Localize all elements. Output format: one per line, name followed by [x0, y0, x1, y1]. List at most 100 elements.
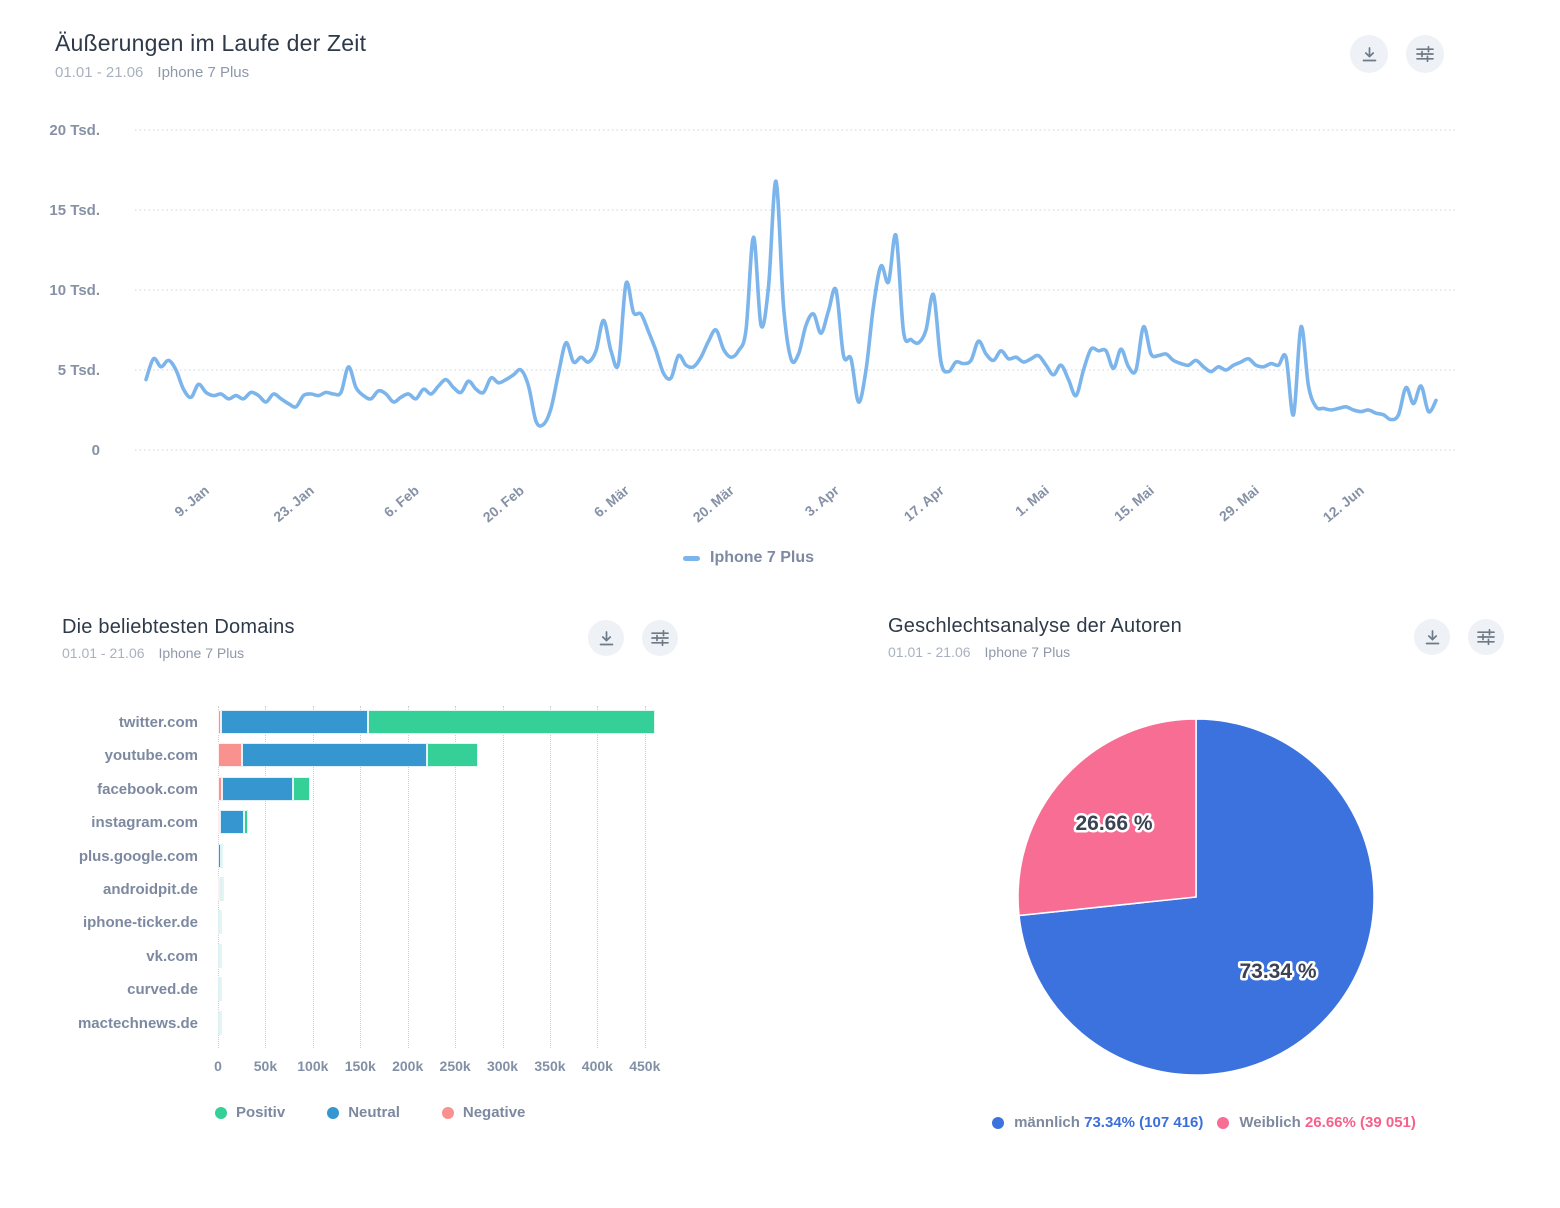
download-icon — [1425, 629, 1439, 644]
bar-segment-neutral[interactable] — [221, 776, 293, 801]
pie-label-Weiblich: 26.66 % — [1075, 812, 1152, 835]
bar-segment-neutral[interactable] — [218, 943, 220, 968]
bar-segment-positiv[interactable] — [367, 710, 656, 734]
bar-segment-neutral[interactable] — [218, 910, 220, 935]
gender-download-button[interactable] — [1414, 619, 1450, 655]
domain-label-curved-de: curved.de — [127, 981, 198, 999]
bar-segment-positiv[interactable] — [222, 877, 224, 901]
bar-segment-negative[interactable] — [218, 877, 220, 901]
download-icon — [599, 630, 613, 645]
bar-segment-neutral[interactable] — [218, 977, 220, 1002]
x-axis-label: 6. Mär — [591, 482, 633, 521]
x-tick-label: 300k — [486, 1058, 519, 1074]
positiv-dot-icon — [215, 1106, 227, 1119]
gridline — [502, 706, 504, 1048]
mentions-line-chart[interactable]: 20 Tsd. 15 Tsd. 10 Tsd. 5 Tsd. 0 9. Jan 23. Ja… — [0, 0, 1560, 545]
timeline-filter: Iphone 7 Plus — [157, 64, 250, 81]
x-axis-label: 20. Mär — [690, 482, 738, 526]
bar-row-curved-de[interactable] — [218, 977, 222, 1002]
iphone-7-plus-series-line[interactable] — [144, 179, 1438, 428]
pie-label-männlich: 73.34 % — [1239, 960, 1316, 983]
gender-subtitle: 01.01 - 21.06 Iphone 7 Plus — [888, 644, 1182, 660]
legend-item-negative[interactable]: Negative — [441, 1104, 526, 1121]
x-axis-label: 17. Apr — [901, 482, 948, 525]
female-legend-dot-icon[interactable] — [1217, 1116, 1230, 1129]
domains-filter: Iphone 7 Plus — [158, 645, 245, 661]
bar-row-youtube-com[interactable] — [218, 743, 478, 768]
male-legend-value: 73.34% (107 416) — [1084, 1114, 1204, 1131]
bar-segment-negative[interactable] — [218, 810, 220, 835]
bar-segment-positiv[interactable] — [243, 810, 249, 835]
gridline — [312, 706, 314, 1048]
bar-row-androidpit-de[interactable] — [218, 877, 224, 901]
gridline — [265, 706, 267, 1048]
bar-segment-negative[interactable] — [218, 710, 221, 734]
x-tick-label: 400k — [581, 1058, 613, 1074]
bar-row-instagram-com[interactable] — [218, 810, 249, 835]
timeline-settings-button[interactable] — [1406, 35, 1444, 73]
x-tick-label: 200k — [392, 1058, 424, 1074]
x-tick-label: 50k — [253, 1058, 278, 1074]
x-axis-label: 23. Jan — [270, 482, 317, 525]
bar-segment-positiv[interactable] — [220, 1010, 222, 1035]
pie-slice-weiblich[interactable] — [1017, 718, 1197, 917]
x-axis-label: 12. Jun — [1320, 482, 1367, 525]
x-axis-label: 15. Mai — [1111, 482, 1157, 524]
y-axis-label: 20 Tsd. — [49, 122, 100, 139]
line-legend-label: Iphone 7 Plus — [710, 549, 815, 566]
bar-segment-neutral[interactable] — [220, 877, 222, 901]
domains-download-button[interactable] — [588, 620, 624, 656]
x-axis-label: 9. Jan — [171, 482, 212, 520]
domains-x-axis: 0 50k 100k 150k 200k 250k 300k 350k 400k 450k — [214, 1058, 688, 1078]
domain-label-vk-com: vk.com — [146, 947, 198, 965]
bar-row-twitter-com[interactable] — [218, 710, 656, 734]
bar-segment-neutral[interactable] — [218, 843, 222, 868]
timeline-subtitle: 01.01 - 21.06 Iphone 7 Plus — [55, 64, 366, 81]
x-tick-label: 150k — [344, 1058, 376, 1074]
female-legend-name: Weiblich — [1239, 1114, 1301, 1131]
bar-row-facebook-com[interactable] — [218, 776, 310, 801]
bar-row-mactechnews-de[interactable] — [218, 1010, 222, 1035]
gender-legend: männlich 73.34% (107 416) Weiblich 26.66… — [888, 1114, 1520, 1131]
gridline — [360, 706, 362, 1048]
download-icon — [1362, 46, 1376, 61]
domain-label-iphone-ticker-de: iphone-ticker.de — [82, 914, 198, 932]
gender-settings-button[interactable] — [1468, 619, 1504, 655]
bar-segment-negative[interactable] — [218, 743, 242, 768]
gridline — [597, 706, 599, 1048]
female-legend-value: 26.66% (39 051) — [1304, 1114, 1416, 1131]
bar-segment-positiv[interactable] — [221, 843, 224, 868]
x-axis-label: 6. Feb — [381, 482, 422, 520]
domains-subtitle: 01.01 - 21.06 Iphone 7 Plus — [62, 645, 295, 661]
bar-segment-positiv[interactable] — [292, 776, 310, 801]
legend-label: Negative — [462, 1104, 526, 1121]
bar-segment-positiv[interactable] — [220, 910, 222, 935]
bar-segment-neutral[interactable] — [218, 1010, 220, 1035]
line-chart-legend[interactable]: Iphone 7 Plus — [683, 549, 814, 567]
bar-segment-neutral[interactable] — [220, 810, 244, 835]
domains-title: Die beliebtesten Domains — [62, 616, 295, 638]
bar-segment-positiv[interactable] — [220, 977, 222, 1002]
gender-pie-chart[interactable]: 73.34 % 26.66 % — [986, 687, 1406, 1107]
bar-segment-positiv[interactable] — [426, 743, 478, 768]
bar-row-iphone-ticker-de[interactable] — [218, 910, 222, 935]
x-axis-label: 3. Apr — [802, 482, 843, 520]
domains-bar-plot[interactable] — [218, 706, 678, 1048]
male-legend-dot-icon[interactable] — [992, 1116, 1005, 1129]
domains-settings-button[interactable] — [642, 620, 678, 656]
gender-date-range: 01.01 - 21.06 — [888, 644, 971, 660]
legend-item-neutral[interactable]: Neutral — [327, 1104, 400, 1121]
gender-title: Geschlechtsanalyse der Autoren — [888, 615, 1182, 637]
legend-item-positiv[interactable]: Positiv — [215, 1104, 285, 1121]
bar-segment-neutral[interactable] — [220, 710, 368, 734]
timeline-download-button[interactable] — [1350, 35, 1388, 73]
domains-date-range: 01.01 - 21.06 — [62, 645, 145, 661]
y-axis-label: 10 Tsd. — [49, 282, 100, 299]
bar-row-plus-google-com[interactable] — [218, 843, 224, 868]
bar-segment-positiv[interactable] — [220, 943, 222, 968]
gender-filter: Iphone 7 Plus — [984, 644, 1071, 660]
domain-label-mactechnews-de: mactechnews.de — [77, 1014, 198, 1032]
bar-segment-negative[interactable] — [218, 776, 222, 801]
bar-row-vk-com[interactable] — [218, 943, 222, 968]
bar-segment-neutral[interactable] — [241, 743, 427, 768]
